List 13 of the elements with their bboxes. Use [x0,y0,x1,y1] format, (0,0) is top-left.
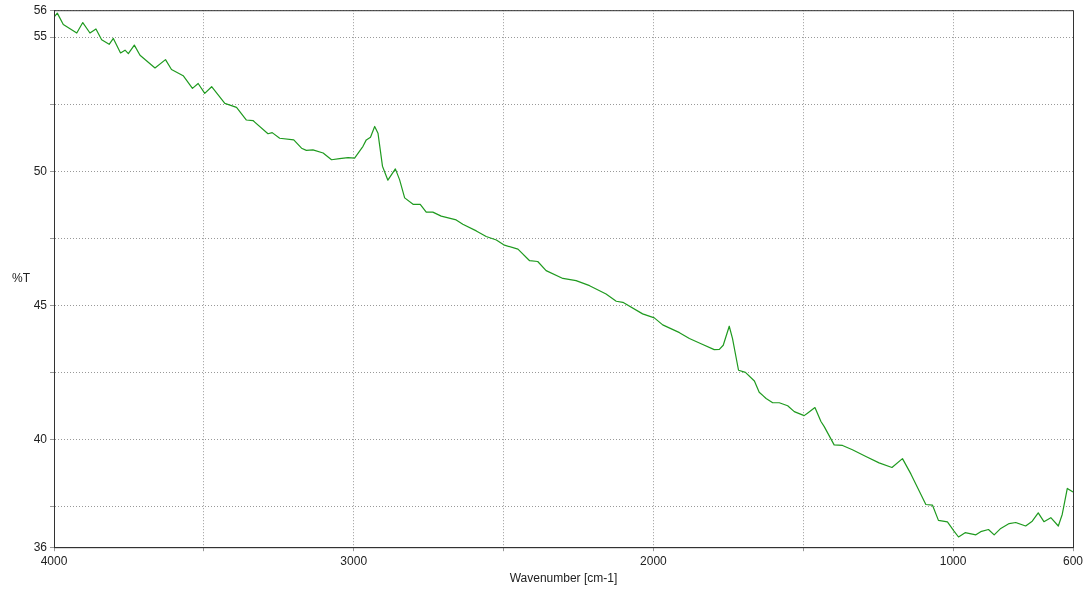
x-tick-label: 600 [1062,553,1084,568]
y-tick-label: 45 [33,297,48,312]
y-tick-label: 56 [33,2,48,17]
x-tick-label: 1000 [939,553,967,568]
y-tick-label: 55 [33,29,48,44]
y-axis-title: %T [12,271,31,286]
y-tick-label: 36 [33,539,48,554]
x-tick-label: 2000 [640,553,668,568]
x-tick-label: 3000 [340,553,368,568]
x-tick-label: 4000 [40,553,68,568]
y-tick-label: 50 [33,163,48,178]
y-tick-label: 40 [33,432,48,447]
x-axis-title: Wavenumber [cm-1] [509,571,618,586]
